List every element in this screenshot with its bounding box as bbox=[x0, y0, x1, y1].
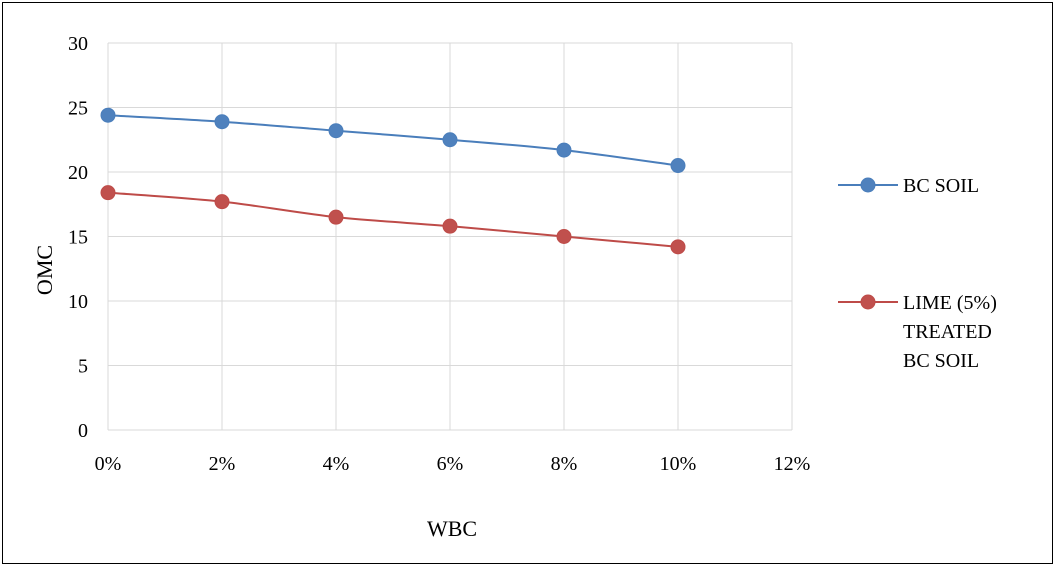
y-axis-title: OMC bbox=[32, 245, 57, 295]
grid bbox=[107, 42, 793, 431]
y-tick-label: 25 bbox=[68, 98, 88, 120]
data-point bbox=[556, 229, 572, 244]
data-point bbox=[442, 132, 458, 148]
x-tick-label: 12% bbox=[774, 453, 811, 475]
x-tick-label: 2% bbox=[209, 453, 236, 475]
x-axis-title: WBC bbox=[427, 516, 477, 541]
data-point bbox=[214, 194, 230, 210]
legend-label: BC SOIL bbox=[903, 350, 979, 372]
series-line-1 bbox=[107, 114, 679, 167]
data-point bbox=[100, 107, 116, 123]
data-point bbox=[442, 218, 458, 234]
y-tick-label: 30 bbox=[68, 33, 88, 55]
x-tick-label: 4% bbox=[323, 453, 350, 475]
x-tick-label: 0% bbox=[95, 453, 122, 475]
legend-label: BC SOIL bbox=[903, 175, 979, 197]
x-tick-label: 6% bbox=[437, 453, 464, 475]
legend-swatch-marker bbox=[860, 294, 876, 310]
legend-swatch-marker bbox=[860, 177, 876, 193]
y-tick-label: 5 bbox=[78, 356, 88, 378]
series-line-2 bbox=[107, 191, 679, 248]
data-point bbox=[328, 209, 344, 225]
data-point bbox=[328, 123, 344, 139]
data-point bbox=[670, 158, 686, 174]
data-point bbox=[670, 239, 686, 255]
y-tick-label: 0 bbox=[78, 420, 88, 442]
data-point bbox=[100, 185, 116, 201]
series bbox=[100, 107, 686, 255]
y-tick-label: 15 bbox=[68, 227, 88, 249]
legend: BC SOIL LIME (5%) TREATED BC SOIL bbox=[838, 175, 997, 372]
legend-label: TREATED bbox=[903, 321, 992, 343]
tick-labels: 0 5 10 15 20 25 30 0% 2% 4% 6% 8% 10% 12% bbox=[68, 33, 810, 475]
legend-label: LIME (5%) bbox=[903, 292, 997, 314]
data-point bbox=[556, 142, 572, 158]
x-tick-label: 8% bbox=[551, 453, 578, 475]
y-tick-label: 20 bbox=[68, 162, 88, 184]
x-tick-label: 10% bbox=[660, 453, 697, 475]
data-point bbox=[214, 114, 230, 130]
y-tick-label: 10 bbox=[68, 291, 88, 313]
